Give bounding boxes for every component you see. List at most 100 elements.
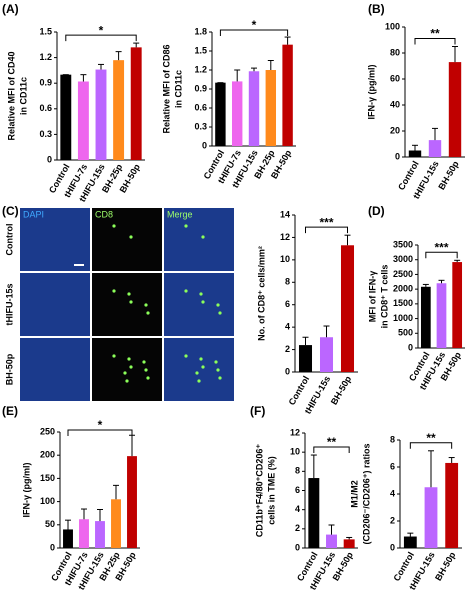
significance-label: ***	[319, 215, 333, 229]
y-tick-label: 10	[280, 254, 290, 264]
bar	[403, 536, 417, 548]
panel-label: (C)	[2, 204, 19, 218]
cd8-spot	[184, 224, 188, 228]
cd8-spot	[184, 289, 188, 293]
significance-bracket	[219, 29, 289, 36]
y-axis-label: cells in TME (%)	[266, 456, 276, 525]
significance-label: **	[426, 431, 436, 445]
y-tick-label: 60	[390, 73, 400, 83]
cd8-spot	[218, 311, 222, 315]
cd8-spot	[197, 379, 201, 383]
significance-label: *	[98, 418, 103, 432]
y-tick-label: 1.5	[194, 45, 207, 55]
panel-label: (E)	[2, 404, 18, 418]
significance-bracket	[414, 38, 456, 45]
micrograph	[92, 273, 162, 336]
y-tick-label: 8	[285, 277, 290, 287]
panel-label: (B)	[368, 2, 385, 16]
y-tick-label: 14	[280, 209, 290, 219]
cd8-spot	[216, 303, 220, 307]
cd8-spot	[201, 365, 205, 369]
y-tick-label: 0	[390, 542, 395, 552]
micrograph	[20, 338, 90, 401]
y-tick-label: 0.6	[39, 103, 52, 113]
y-tick-label: 0	[408, 342, 413, 352]
bar	[248, 71, 260, 146]
y-axis-label: IFN-γ (pg/ml)	[21, 463, 31, 518]
bar	[452, 262, 463, 348]
significance-label: *	[252, 18, 257, 32]
x-tick-label: BH-50p	[329, 374, 354, 407]
cd8-spot	[199, 357, 203, 361]
row-label: Control	[4, 224, 14, 256]
y-axis-label: No. of CD8⁺ cells/mm²	[256, 246, 266, 341]
cd8-spot	[127, 292, 131, 296]
column-label: CD8	[95, 209, 113, 219]
y-tick-label: 12	[280, 232, 290, 242]
y-tick-label: 50	[45, 519, 55, 529]
y-axis-label: M1/M2	[349, 480, 359, 508]
y-tick-label: 8	[390, 434, 395, 444]
bar	[298, 345, 313, 372]
bar	[282, 44, 293, 146]
cd8-spot	[216, 368, 220, 372]
cd8-spot	[201, 300, 205, 304]
cd8-spot	[129, 365, 133, 369]
cd8-spot	[146, 376, 150, 380]
cd8-spot	[112, 289, 116, 293]
y-tick-label: 0	[47, 154, 52, 164]
bar	[95, 521, 105, 548]
y-axis-label: MFI of IFN-γ	[367, 271, 377, 323]
bar	[111, 499, 121, 548]
y-axis-label: Relative MFI of CD86	[161, 44, 171, 133]
bar	[326, 534, 337, 548]
y-tick-label: 80	[390, 47, 400, 57]
y-tick-label: 3000	[393, 254, 413, 264]
bar	[113, 60, 125, 160]
y-tick-label: 0.3	[39, 129, 52, 139]
bar	[265, 70, 277, 146]
bar	[79, 519, 89, 548]
significance-label: **	[327, 435, 337, 449]
y-tick-label: 2	[285, 344, 290, 354]
y-tick-label: 1.2	[39, 52, 52, 62]
bar	[215, 82, 226, 146]
y-tick-label: 0.6	[194, 102, 207, 112]
bar	[448, 62, 462, 157]
y-tick-label: 0	[395, 151, 400, 161]
panel-label: (A)	[2, 2, 19, 16]
cd8-spot	[125, 379, 129, 383]
x-tick-label: BH-50p	[433, 550, 458, 583]
micrograph	[164, 208, 234, 271]
bar	[424, 487, 438, 548]
y-tick-label: 4	[285, 322, 290, 332]
y-tick-label: 6	[390, 461, 395, 471]
y-tick-label: 0	[202, 140, 207, 150]
y-tick-label: 4	[295, 504, 300, 514]
y-tick-label: 0	[285, 366, 290, 376]
cd8-spot	[184, 354, 188, 358]
y-tick-label: 12	[290, 427, 300, 437]
y-tick-label: 0	[295, 542, 300, 552]
significance-bracket	[65, 34, 137, 42]
y-tick-label: 4	[390, 488, 395, 498]
bar	[428, 140, 442, 157]
y-tick-label: 10	[290, 447, 300, 457]
bar	[231, 81, 243, 146]
cd8-spot	[142, 360, 146, 364]
y-tick-label: 6	[285, 299, 290, 309]
bar	[319, 337, 334, 372]
y-tick-label: 1000	[393, 313, 413, 323]
y-axis-label: in CD11c	[173, 70, 183, 108]
significance-bracket	[305, 226, 348, 234]
panel-label: (F)	[250, 404, 265, 418]
y-tick-label: 0.9	[39, 78, 52, 88]
bar	[95, 69, 107, 160]
y-tick-label: 0.3	[194, 121, 207, 131]
y-tick-label: 2500	[393, 269, 413, 279]
cd8-spot	[123, 371, 127, 375]
y-tick-label: 100	[40, 496, 55, 506]
micrograph	[20, 273, 90, 336]
bar	[308, 478, 320, 548]
